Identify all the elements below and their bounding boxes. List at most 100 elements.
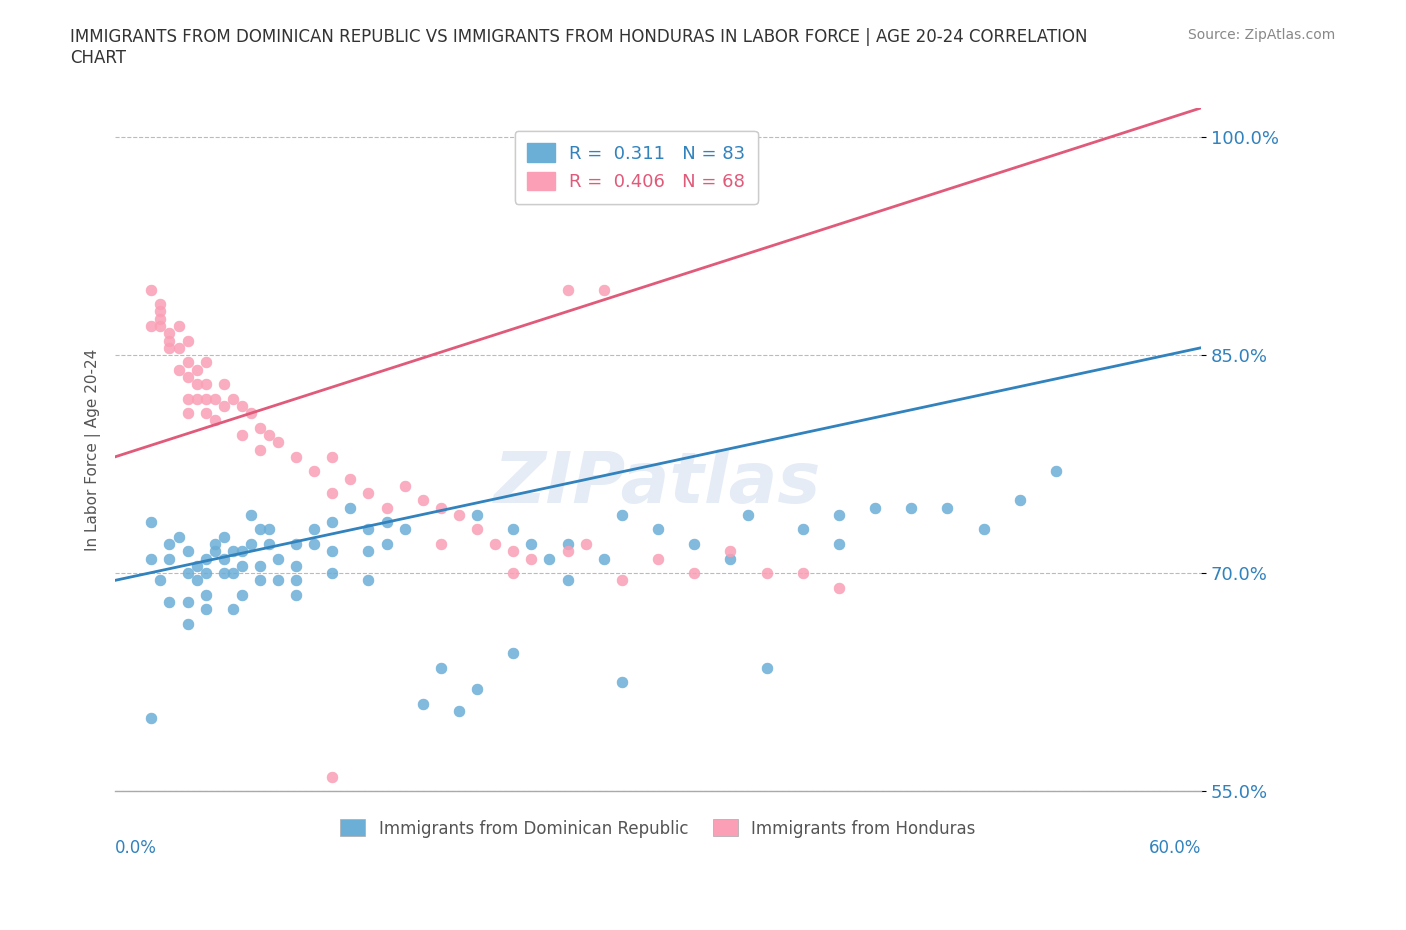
Point (502, 544, 524, 559)
Point (610, 674, 633, 689)
Point (592, 282, 614, 297)
Point (231, 398, 253, 413)
Point (557, 537, 579, 551)
Point (357, 522, 380, 537)
Point (285, 449, 308, 464)
Point (257, 522, 280, 537)
Point (239, 405, 262, 420)
Point (176, 565, 198, 580)
Point (176, 405, 198, 420)
Point (176, 544, 198, 559)
Point (249, 573, 271, 588)
Point (718, 551, 741, 566)
Legend: R =  0.311   N = 83, R =  0.406   N = 68: R = 0.311 N = 83, R = 0.406 N = 68 (515, 131, 758, 204)
Point (194, 392, 217, 406)
Point (212, 565, 235, 580)
Point (194, 551, 217, 566)
Point (718, 544, 741, 559)
Point (285, 588, 308, 603)
Point (610, 573, 633, 588)
Point (557, 282, 579, 297)
Point (186, 573, 208, 588)
Point (321, 515, 343, 530)
Point (302, 522, 325, 537)
Point (575, 537, 598, 551)
Point (394, 522, 416, 537)
Point (176, 369, 198, 384)
Point (828, 580, 851, 595)
Point (141, 282, 163, 297)
Point (375, 537, 398, 551)
Point (176, 355, 198, 370)
Point (302, 464, 325, 479)
Text: 60.0%: 60.0% (1149, 839, 1201, 857)
Point (538, 551, 561, 566)
Point (212, 377, 235, 392)
Point (149, 297, 172, 312)
Point (610, 508, 633, 523)
Point (249, 420, 271, 435)
Point (159, 333, 181, 348)
Point (1045, 464, 1067, 479)
Point (159, 537, 181, 551)
Point (231, 558, 253, 573)
Point (592, 551, 614, 566)
Point (465, 522, 488, 537)
Point (502, 565, 524, 580)
Point (755, 565, 778, 580)
Point (194, 849, 217, 864)
Point (222, 392, 245, 406)
Point (159, 326, 181, 340)
Point (186, 377, 208, 392)
Point (357, 544, 380, 559)
Point (900, 500, 922, 515)
Point (159, 340, 181, 355)
Point (149, 319, 172, 334)
Point (1008, 493, 1031, 508)
Point (828, 508, 851, 523)
Point (520, 537, 543, 551)
Point (212, 551, 235, 566)
Point (430, 500, 453, 515)
Point (502, 645, 524, 660)
Point (792, 522, 814, 537)
Point (204, 544, 226, 559)
Point (141, 515, 163, 530)
Point (186, 362, 208, 377)
Point (176, 392, 198, 406)
Point (394, 478, 416, 493)
Point (231, 428, 253, 443)
Point (357, 573, 380, 588)
Point (465, 508, 488, 523)
Point (321, 769, 343, 784)
Y-axis label: In Labor Force | Age 20-24: In Labor Force | Age 20-24 (86, 349, 101, 551)
Point (212, 398, 235, 413)
Point (267, 435, 290, 450)
Point (267, 573, 290, 588)
Point (502, 522, 524, 537)
Point (267, 551, 290, 566)
Point (973, 522, 995, 537)
Point (321, 544, 343, 559)
Point (321, 565, 343, 580)
Point (167, 319, 190, 334)
Point (167, 362, 190, 377)
Point (231, 588, 253, 603)
Point (375, 515, 398, 530)
Point (321, 449, 343, 464)
Point (412, 493, 434, 508)
Point (737, 508, 759, 523)
Text: ZIPatlas: ZIPatlas (495, 449, 821, 518)
Point (321, 485, 343, 500)
Point (647, 522, 669, 537)
Point (557, 544, 579, 559)
Point (755, 660, 778, 675)
Point (159, 551, 181, 566)
Point (339, 472, 361, 486)
Point (412, 697, 434, 711)
Point (167, 340, 190, 355)
Point (430, 537, 453, 551)
Point (792, 565, 814, 580)
Point (936, 500, 959, 515)
Point (257, 537, 280, 551)
